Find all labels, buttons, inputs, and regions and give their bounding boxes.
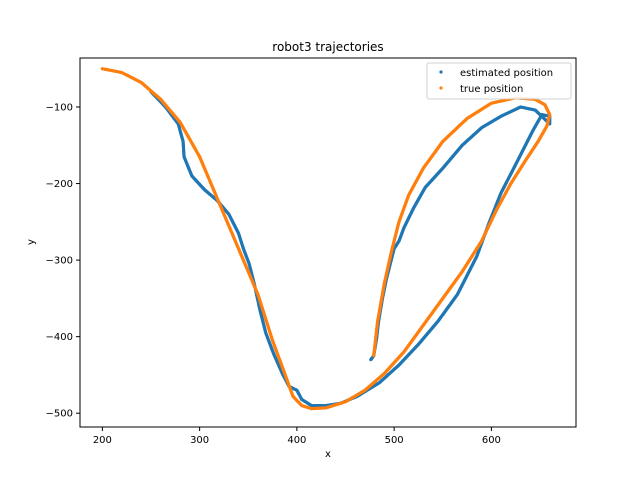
y-axis-label: y [26, 239, 37, 245]
legend-box [426, 62, 572, 100]
legend-marker-estimated [439, 70, 443, 74]
x-tick-label: 600 [482, 435, 501, 446]
legend-marker-true [439, 86, 443, 90]
x-tick-label: 200 [93, 435, 112, 446]
legend: estimated position true position [426, 62, 572, 100]
legend-label-true: true position [460, 84, 523, 95]
x-tick-label: 500 [385, 435, 404, 446]
y-tick-label: −300 [46, 256, 73, 267]
y-tick-label: −400 [46, 332, 73, 343]
data-point [369, 358, 373, 362]
x-axis: 200 300 400 500 600 [93, 427, 501, 446]
legend-label-estimated: estimated position [460, 68, 553, 79]
y-axis: −500 −400 −300 −200 −100 [46, 102, 80, 420]
x-tick-label: 300 [190, 435, 209, 446]
y-tick-label: −200 [46, 179, 73, 190]
y-tick-label: −100 [46, 102, 73, 113]
chart-title: robot3 trajectories [272, 40, 383, 54]
data-point [372, 354, 376, 358]
x-tick-label: 400 [287, 435, 306, 446]
plot-frame [79, 57, 577, 428]
y-tick-label: −500 [46, 409, 73, 420]
x-axis-label: x [325, 449, 331, 460]
